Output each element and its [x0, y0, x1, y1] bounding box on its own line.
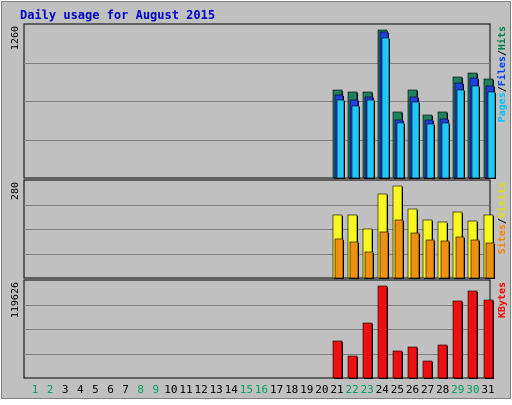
bar-sites: [410, 232, 420, 279]
bar-kbytes: [392, 350, 403, 379]
x-tick-label: 2: [47, 383, 54, 396]
panel-legend: Pages/Files/Hits: [496, 26, 508, 122]
legend-item: Visits: [496, 182, 508, 218]
bar-pages: [381, 37, 390, 179]
legend-item: /: [497, 218, 508, 224]
legend-item: Hits: [496, 26, 508, 50]
x-tick-label: 7: [122, 383, 129, 396]
bar-sites: [379, 231, 389, 279]
x-tick-label: 8: [137, 383, 144, 396]
x-tick-label: 13: [210, 383, 223, 396]
bar-kbytes: [362, 322, 373, 379]
x-tick-label: 30: [466, 383, 479, 396]
x-tick-label: 9: [152, 383, 159, 396]
bar-kbytes: [347, 355, 358, 379]
bar-sites: [485, 242, 495, 279]
bar-sites: [455, 236, 465, 279]
x-tick-label: 3: [62, 383, 69, 396]
y-max-label: 119626: [10, 282, 21, 318]
panel-kbytes: 119626 KBytes: [10, 279, 508, 379]
bar-pages: [396, 122, 405, 179]
x-tick-label: 26: [406, 383, 419, 396]
bar-kbytes: [437, 344, 448, 379]
x-tick-label: 1: [32, 383, 39, 396]
x-tick-label: 20: [315, 383, 328, 396]
panel-legend: KBytes: [497, 282, 508, 318]
x-tick-label: 10: [164, 383, 177, 396]
x-tick-label: 4: [77, 383, 84, 396]
panel-legend: Sites/Visits: [496, 182, 508, 254]
bar-kbytes: [452, 300, 463, 379]
x-tick-label: 15: [240, 383, 253, 396]
bar-pages: [336, 99, 345, 179]
legend-item: /: [497, 50, 508, 56]
y-max-label: 1260: [10, 26, 21, 50]
x-tick-label: 29: [451, 383, 464, 396]
x-tick-label: 17: [270, 383, 283, 396]
bar-pages: [456, 89, 465, 179]
x-tick-label: 28: [436, 383, 449, 396]
x-tick-label: 11: [179, 383, 192, 396]
bar-sites: [425, 239, 435, 279]
bar-sites: [394, 219, 404, 279]
bar-kbytes: [332, 340, 343, 379]
bar-pages: [411, 101, 420, 179]
bar-sites: [364, 251, 374, 279]
x-tick-label: 27: [421, 383, 434, 396]
x-tick-label: 19: [300, 383, 313, 396]
x-tick-label: 5: [92, 383, 99, 396]
bar-kbytes: [422, 360, 433, 379]
bar-kbytes: [377, 285, 388, 379]
x-axis-labels: 1 2 3 4 5 6 7 8 9 10 11 12 13 14 15 16 17 18 19 20 21 22 23 24 2…: [32, 383, 495, 396]
chart-outer-border-dark: [1, 1, 511, 399]
x-tick-label: 23: [361, 383, 374, 396]
chart-title: Daily usage for August 2015: [20, 8, 215, 22]
panel-visits_sites: 280 Sites/Visits: [10, 179, 508, 279]
bar-sites: [470, 239, 480, 279]
legend-item: KBytes: [497, 282, 508, 318]
bar-pages: [351, 105, 360, 179]
x-tick-label: 12: [194, 383, 207, 396]
bar-kbytes: [483, 299, 494, 379]
x-tick-label: 6: [107, 383, 114, 396]
bar-sites: [334, 238, 344, 279]
bar-pages: [441, 122, 450, 179]
bar-pages: [366, 99, 375, 179]
x-tick-label: 14: [225, 383, 239, 396]
x-tick-label: 18: [285, 383, 298, 396]
legend-item: /: [497, 86, 508, 92]
x-tick-label: 24: [376, 383, 390, 396]
bar-sites: [440, 240, 450, 279]
bar-pages: [426, 123, 435, 179]
x-tick-label: 31: [481, 383, 494, 396]
legend-item: Pages: [497, 92, 508, 122]
bar-pages: [471, 85, 480, 179]
bar-pages: [487, 91, 496, 179]
x-tick-label: 21: [330, 383, 343, 396]
x-tick-label: 22: [345, 383, 358, 396]
bar-kbytes: [467, 290, 478, 379]
bar-kbytes: [407, 346, 418, 379]
x-tick-label: 25: [391, 383, 404, 396]
y-max-label: 280: [10, 182, 21, 200]
bar-sites: [349, 241, 359, 279]
x-tick-label: 16: [255, 383, 268, 396]
legend-item: Sites: [496, 224, 508, 254]
legend-item: Files: [496, 56, 508, 86]
panels-layer: 1260Pages/Files/Hits280Sites/Visits11962…: [10, 23, 508, 379]
